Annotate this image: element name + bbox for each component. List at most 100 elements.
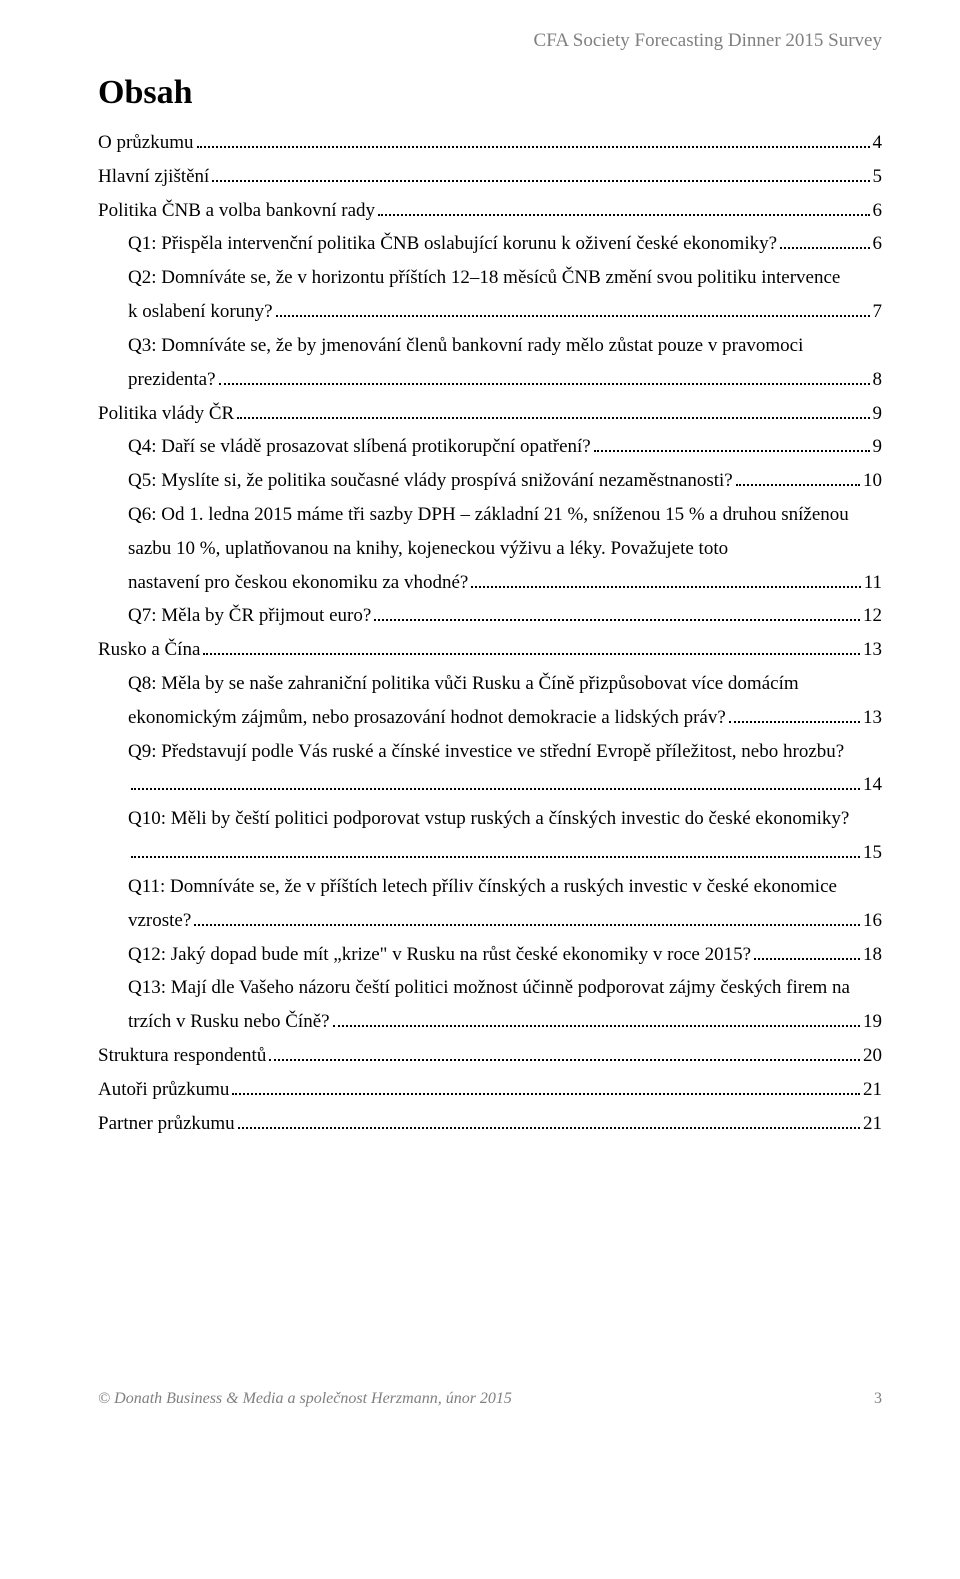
toc-entry[interactable]: Q3: Domníváte se, že by jmenování členů … (98, 329, 882, 397)
toc-entry[interactable]: Q1: Přispěla intervenční politika ČNB os… (98, 227, 882, 261)
toc-leader-dots (729, 721, 860, 723)
toc-entry[interactable]: O průzkumu 4 (98, 126, 882, 160)
toc-page-number: 10 (863, 464, 882, 498)
toc-entry-tail-row: 15 (128, 836, 882, 870)
toc-entry[interactable]: Politika vlády ČR 9 (98, 397, 882, 431)
toc-entry-tail-row: trzích v Rusku nebo Číně? 19 (128, 1005, 882, 1039)
toc-page-number: 6 (873, 194, 883, 228)
toc-entry-tail: k oslabení koruny? (128, 295, 273, 329)
toc-entry-tail: trzích v Rusku nebo Číně? (128, 1005, 330, 1039)
toc-page-number: 20 (863, 1039, 882, 1073)
toc-entry-label: Q5: Myslíte si, že politika současné vlá… (128, 464, 733, 498)
toc-page-number: 7 (873, 295, 883, 329)
toc-entry-label: Politika ČNB a volba bankovní rady (98, 194, 375, 228)
toc-leader-dots (736, 484, 860, 486)
toc-leader-dots (276, 315, 870, 317)
toc-entry[interactable]: Q10: Měli by čeští politici podporovat v… (98, 802, 882, 870)
toc-entry[interactable]: Q7: Měla by ČR přijmout euro? 12 (98, 599, 882, 633)
toc-page-number: 4 (873, 126, 883, 160)
toc-entry-label: Q12: Jaký dopad bude mít „krize" v Rusku… (128, 938, 751, 972)
toc-entry-lead: Q8: Měla by se naše zahraniční politika … (128, 667, 882, 701)
toc-entry[interactable]: Hlavní zjištění5 (98, 160, 882, 194)
toc-leader-dots (197, 146, 870, 148)
toc-entry[interactable]: Q9: Představují podle Vás ruské a čínské… (98, 735, 882, 803)
toc-entry-tail: prezidenta? (128, 363, 216, 397)
toc-entry[interactable]: Q13: Mají dle Vašeho názoru čeští politi… (98, 971, 882, 1039)
toc-entry-label: O průzkumu (98, 126, 194, 160)
table-of-contents: O průzkumu 4Hlavní zjištění5Politika ČNB … (98, 126, 882, 1140)
toc-page-number: 19 (863, 1005, 882, 1039)
toc-entry-tail: ekonomickým zájmům, nebo prosazování hod… (128, 701, 726, 735)
toc-entry[interactable]: Autoři průzkumu21 (98, 1073, 882, 1107)
toc-entry[interactable]: Rusko a Čína 13 (98, 633, 882, 667)
toc-leader-dots (471, 586, 860, 588)
toc-entry-lead: Q11: Domníváte se, že v příštích letech … (128, 870, 882, 904)
toc-leader-dots (238, 1127, 860, 1129)
page: CFA Society Forecasting Dinner 2015 Surv… (0, 0, 960, 1438)
toc-entry[interactable]: Q8: Měla by se naše zahraniční politika … (98, 667, 882, 735)
toc-entry-label: Q1: Přispěla intervenční politika ČNB os… (128, 227, 777, 261)
toc-page-number: 14 (863, 768, 882, 802)
toc-entry-tail-row: ekonomickým zájmům, nebo prosazování hod… (128, 701, 882, 735)
footer-copyright: © Donath Business & Media a společnost H… (98, 1390, 512, 1408)
toc-leader-dots (378, 214, 869, 216)
toc-entry-label: Rusko a Čína (98, 633, 200, 667)
toc-leader-dots (269, 1059, 860, 1061)
toc-leader-dots (594, 450, 870, 452)
toc-page-number: 18 (863, 938, 882, 972)
toc-entry[interactable]: Q2: Domníváte se, že v horizontu příštíc… (98, 261, 882, 329)
page-footer: © Donath Business & Media a společnost H… (98, 1390, 882, 1408)
toc-entry-tail-row: prezidenta? 8 (128, 363, 882, 397)
toc-entry-label: Q7: Měla by ČR přijmout euro? (128, 599, 371, 633)
page-title: Obsah (98, 74, 882, 112)
toc-page-number: 9 (873, 430, 883, 464)
toc-leader-dots (194, 924, 860, 926)
toc-entry-tail: vzroste? (128, 904, 191, 938)
toc-leader-dots (232, 1093, 860, 1095)
toc-page-number: 15 (863, 836, 882, 870)
toc-entry-label: Politika vlády ČR (98, 397, 234, 431)
running-header: CFA Society Forecasting Dinner 2015 Surv… (98, 30, 882, 52)
toc-page-number: 13 (863, 701, 882, 735)
toc-entry-label: Q4: Daří se vládě prosazovat slíbená pro… (128, 430, 591, 464)
toc-page-number: 16 (863, 904, 882, 938)
toc-page-number: 11 (864, 566, 882, 600)
toc-entry[interactable]: Q12: Jaký dopad bude mít „krize" v Rusku… (98, 938, 882, 972)
toc-entry-tail-row: k oslabení koruny? 7 (128, 295, 882, 329)
toc-leader-dots (219, 383, 870, 385)
toc-leader-dots (780, 247, 869, 249)
toc-leader-dots (212, 180, 869, 182)
toc-entry-tail-row: nastavení pro českou ekonomiku za vhodné… (128, 566, 882, 600)
toc-entry-tail-row: 14 (128, 768, 882, 802)
toc-leader-dots (203, 653, 860, 655)
toc-entry-lead: Q9: Představují podle Vás ruské a čínské… (128, 735, 882, 769)
toc-entry-tail-row: vzroste? 16 (128, 904, 882, 938)
toc-entry[interactable]: Q6: Od 1. ledna 2015 máme tři sazby DPH … (98, 498, 882, 599)
toc-entry[interactable]: Politika ČNB a volba bankovní rady 6 (98, 194, 882, 228)
toc-entry-lead: Q10: Měli by čeští politici podporovat v… (128, 802, 882, 836)
toc-page-number: 21 (863, 1073, 882, 1107)
toc-entry[interactable]: Partner průzkumu21 (98, 1107, 882, 1141)
toc-entry[interactable]: Q11: Domníváte se, že v příštích letech … (98, 870, 882, 938)
toc-page-number: 13 (863, 633, 882, 667)
toc-entry-lead: Q6: Od 1. ledna 2015 máme tři sazby DPH … (128, 498, 882, 566)
toc-entry-label: Hlavní zjištění (98, 160, 209, 194)
toc-entry[interactable]: Q5: Myslíte si, že politika současné vlá… (98, 464, 882, 498)
toc-entry-lead: Q3: Domníváte se, že by jmenování členů … (128, 329, 882, 363)
toc-entry-lead: Q13: Mají dle Vašeho názoru čeští politi… (128, 971, 882, 1005)
toc-entry-tail: nastavení pro českou ekonomiku za vhodné… (128, 566, 468, 600)
toc-leader-dots (237, 417, 869, 419)
toc-page-number: 8 (873, 363, 883, 397)
toc-entry-lead: Q2: Domníváte se, že v horizontu příštíc… (128, 261, 882, 295)
toc-entry[interactable]: Q4: Daří se vládě prosazovat slíbená pro… (98, 430, 882, 464)
toc-page-number: 12 (863, 599, 882, 633)
toc-page-number: 9 (873, 397, 883, 431)
toc-leader-dots (131, 856, 860, 858)
toc-page-number: 6 (873, 227, 883, 261)
toc-entry-label: Struktura respondentů (98, 1039, 266, 1073)
toc-entry[interactable]: Struktura respondentů 20 (98, 1039, 882, 1073)
toc-leader-dots (333, 1025, 860, 1027)
toc-leader-dots (374, 619, 860, 621)
toc-entry-label: Partner průzkumu (98, 1107, 235, 1141)
footer-page-number: 3 (874, 1390, 882, 1408)
